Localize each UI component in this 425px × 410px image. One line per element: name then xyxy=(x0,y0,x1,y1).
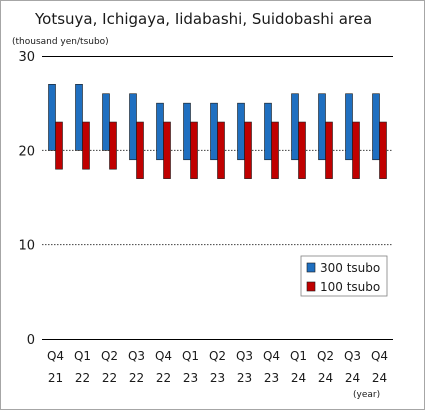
x-tick-label-quarter: Q2 xyxy=(317,349,334,363)
x-tick-label-year: 24 xyxy=(345,371,360,385)
x-tick-label-quarter: Q4 xyxy=(371,349,388,363)
x-tick-label-quarter: Q4 xyxy=(263,349,280,363)
x-tick-label-quarter: Q4 xyxy=(47,349,64,363)
bar-100-tsubo xyxy=(379,121,387,179)
bar-300-tsubo xyxy=(237,102,245,161)
bar-300-tsubo xyxy=(48,84,56,151)
bar-100-tsubo xyxy=(271,121,279,179)
bar-100-tsubo xyxy=(352,121,360,179)
x-tick-label-year: 24 xyxy=(318,371,333,385)
bar-300-tsubo xyxy=(345,93,353,161)
x-tick-label-quarter: Q1 xyxy=(182,349,199,363)
x-tick-label-year: 24 xyxy=(291,371,306,385)
bar-100-tsubo xyxy=(190,121,198,179)
legend-label: 100 tsubo xyxy=(320,280,380,294)
x-tick-label-quarter: Q2 xyxy=(209,349,226,363)
x-tick-label-year: 24 xyxy=(372,371,387,385)
bar-300-tsubo xyxy=(264,102,272,161)
bar-300-tsubo xyxy=(210,102,218,161)
bar-100-tsubo xyxy=(298,121,306,179)
x-tick-label-quarter: Q3 xyxy=(128,349,145,363)
x-axis-unit-label: (year) xyxy=(353,390,380,400)
bar-100-tsubo xyxy=(163,121,171,179)
bar-100-tsubo xyxy=(109,121,117,170)
bar-100-tsubo xyxy=(217,121,225,179)
x-tick-label-year: 22 xyxy=(75,371,90,385)
y-tick-label: 20 xyxy=(18,144,35,159)
y-tick-label: 0 xyxy=(27,333,35,348)
x-tick-label-year: 22 xyxy=(102,371,117,385)
bar-300-tsubo xyxy=(156,102,164,161)
x-tick-label-year: 23 xyxy=(237,371,252,385)
x-tick-label-year: 23 xyxy=(210,371,225,385)
bar-300-tsubo xyxy=(129,93,137,161)
x-tick-label-year: 23 xyxy=(264,371,279,385)
y-tick-label: 30 xyxy=(18,50,35,65)
bar-100-tsubo xyxy=(82,121,90,170)
legend-label: 300 tsubo xyxy=(320,261,380,275)
legend-swatch xyxy=(306,262,316,273)
x-tick-label-quarter: Q3 xyxy=(344,349,361,363)
x-tick-label-quarter: Q4 xyxy=(155,349,172,363)
bar-100-tsubo xyxy=(244,121,252,179)
y-tick-label: 10 xyxy=(18,239,35,254)
chart-title: Yotsuya, Ichigaya, Iidabashi, Suidobashi… xyxy=(34,10,372,28)
plot-area: 0 10 20 30 Q4 21 Q1 22 Q2 22 Q3 22 Q4 22 Q1 23 Q2 23 Q3 23 Q… xyxy=(18,50,393,385)
bar-300-tsubo xyxy=(183,102,191,161)
bar-300-tsubo xyxy=(318,93,326,161)
x-tick-label-quarter: Q2 xyxy=(101,349,118,363)
bar-100-tsubo xyxy=(325,121,333,179)
x-tick-label-year: 21 xyxy=(48,371,63,385)
bar-300-tsubo xyxy=(372,93,380,161)
bar-100-tsubo xyxy=(55,121,63,170)
y-axis-unit-label: (thousand yen/tsubo) xyxy=(12,37,109,47)
x-tick-label-year: 22 xyxy=(156,371,171,385)
x-tick-label-quarter: Q1 xyxy=(74,349,91,363)
bar-300-tsubo xyxy=(102,93,110,151)
bar-300-tsubo xyxy=(291,93,299,161)
x-tick-label-year: 23 xyxy=(183,371,198,385)
x-tick-label-quarter: Q3 xyxy=(236,349,253,363)
legend-box xyxy=(300,255,388,297)
legend-swatch xyxy=(306,281,316,292)
bar-300-tsubo xyxy=(75,84,83,151)
x-tick-label-year: 22 xyxy=(129,371,144,385)
bar-100-tsubo xyxy=(136,121,144,179)
x-tick-label-quarter: Q1 xyxy=(290,349,307,363)
